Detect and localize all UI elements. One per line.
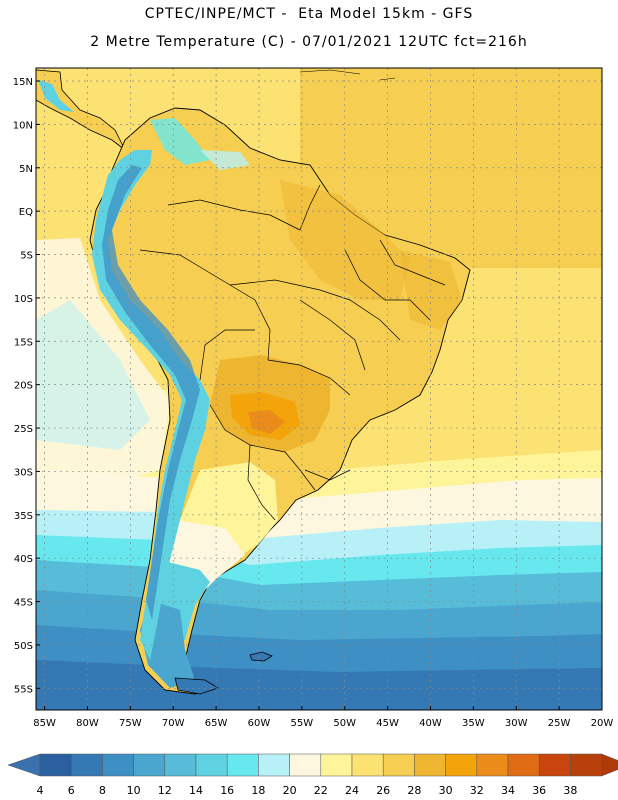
colorbar-arrow-right <box>601 753 618 777</box>
colorbar-label: 24 <box>345 784 359 797</box>
pacific-coastal-cool-strip-2 <box>36 300 150 450</box>
lat-label: 15N <box>13 77 33 88</box>
colorbar-swatch <box>70 753 103 777</box>
lat-label: 15S <box>14 337 33 348</box>
lon-label: 60W <box>248 718 271 729</box>
lon-label: 30W <box>505 718 528 729</box>
lat-label: 45S <box>14 598 33 609</box>
colorbar-label: 10 <box>127 784 141 797</box>
colorbar-label: 26 <box>376 784 390 797</box>
lat-label: 25S <box>14 424 33 435</box>
lat-label: 50S <box>14 641 33 652</box>
lon-label: 35W <box>462 718 485 729</box>
lon-label: 25W <box>548 718 571 729</box>
colorbar-swatch <box>195 753 228 777</box>
colorbar-swatch <box>414 753 446 777</box>
colorbar-label: 38 <box>563 784 577 797</box>
lon-label: 40W <box>419 718 442 729</box>
colorbar-swatch <box>382 753 415 777</box>
country-borders <box>139 184 446 521</box>
lat-label: 55S <box>14 684 33 695</box>
colorbar-label: 6 <box>68 784 75 797</box>
colorbar-label: 8 <box>99 784 106 797</box>
colorbar-swatch <box>320 753 353 777</box>
lat-label: 20S <box>14 381 33 392</box>
colorbar-label: 14 <box>189 784 203 797</box>
tierra-del-fuego <box>174 677 219 695</box>
map-frame <box>35 67 603 711</box>
lat-label: 10N <box>13 120 33 131</box>
lon-label: 20W <box>591 718 614 729</box>
colorbar-label: 22 <box>314 784 328 797</box>
venezuela-highlands <box>200 150 250 170</box>
chart-subtitle: 2 Metre Temperature (C) - 07/01/2021 12U… <box>90 34 528 50</box>
colorbar-arrow-left <box>7 753 41 777</box>
lon-label: 45W <box>376 718 399 729</box>
colorbar-label: 16 <box>220 784 234 797</box>
amazon-warm-28 <box>280 180 410 300</box>
colorbar-swatch <box>226 753 259 777</box>
lat-label: 30S <box>14 467 33 478</box>
latitude-labels: 15N 10N 5N EQ 5S 10S 15S 20S 25S 30S 35S 40S 45S 50S 5… <box>13 77 33 695</box>
colorbar-label: 32 <box>470 784 484 797</box>
colorbar-label: 30 <box>439 784 453 797</box>
central-america-highlands <box>38 80 74 112</box>
colorbar-swatch <box>507 753 540 777</box>
lon-label: 65W <box>205 718 228 729</box>
lon-label: 85W <box>33 718 56 729</box>
lat-label: 10S <box>14 294 33 305</box>
colorbar-swatch <box>570 753 602 777</box>
colorbar: 4 6 8 10 12 14 16 18 20 22 24 26 28 30 32 34 36 38 <box>7 753 618 797</box>
colorbar-swatch <box>39 753 72 777</box>
colorbar-label: 34 <box>501 784 515 797</box>
colorbar-swatch <box>164 753 197 777</box>
colorbar-label: 20 <box>283 784 297 797</box>
colorbar-swatch <box>133 753 166 777</box>
colombia-highlands <box>150 118 210 165</box>
lon-label: 55W <box>291 718 314 729</box>
northeast-warm <box>400 250 462 330</box>
graticule <box>36 68 603 710</box>
longitude-labels: 85W 80W 75W 70W 65W 60W 55W 50W 45W 40W 35W 30W 25W 2… <box>33 718 613 729</box>
lat-label: 40S <box>14 554 33 565</box>
colorbar-label: 18 <box>251 784 265 797</box>
colorbar-label: 28 <box>407 784 421 797</box>
interior-hot-34 <box>248 410 285 434</box>
colorbar-swatch <box>445 753 478 777</box>
lon-label: 50W <box>333 718 356 729</box>
lon-label: 80W <box>76 718 99 729</box>
colorbar-swatch <box>538 753 571 777</box>
colorbar-label: 12 <box>158 784 172 797</box>
lat-label: 5S <box>20 251 33 262</box>
colorbar-swatch <box>258 753 290 777</box>
lon-label: 70W <box>162 718 185 729</box>
caribbean-islands <box>299 69 396 81</box>
colorbar-label: 36 <box>532 784 546 797</box>
lat-label: EQ <box>19 207 33 218</box>
falkland-islands <box>249 651 273 662</box>
lat-label: 35S <box>14 511 33 522</box>
chart-title: CPTEC/INPE/MCT - Eta Model 15km - GFS <box>144 6 474 22</box>
colorbar-swatch <box>289 753 322 777</box>
colorbar-swatch <box>351 753 384 777</box>
colorbar-swatch <box>476 753 509 777</box>
andes-colder-core <box>102 165 200 620</box>
lon-label: 75W <box>119 718 142 729</box>
lat-label: 5N <box>19 164 33 175</box>
colorbar-swatch <box>102 753 134 777</box>
colorbar-label: 4 <box>37 784 44 797</box>
